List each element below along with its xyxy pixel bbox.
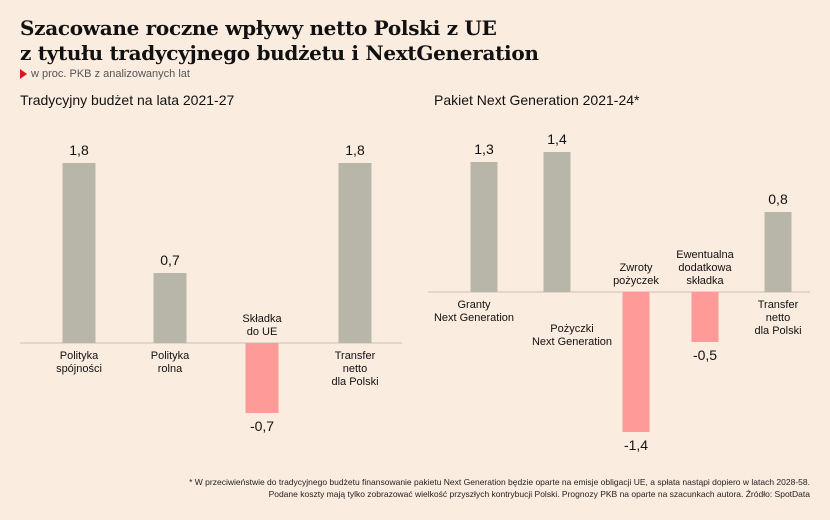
- chart-subtitle: w proc. PKB z analizowanych lat: [20, 68, 190, 80]
- bar-1-3: [691, 292, 719, 342]
- category-label-0-1: Polityka rolna: [151, 350, 190, 375]
- bar-0-0: [62, 163, 96, 343]
- chart-title: Szacowane roczne wpływy netto Polski z U…: [20, 16, 780, 66]
- bar-1-0: [470, 162, 498, 292]
- value-label-1-1: 1,4: [547, 131, 567, 147]
- category-label-0-0: Polityka spójności: [56, 350, 102, 375]
- category-label-1-3: Ewentualna dodatkowa składka: [676, 249, 734, 287]
- bar-1-2: [622, 292, 650, 432]
- value-label-0-3: 1,8: [345, 142, 365, 158]
- value-label-0-1: 0,7: [160, 252, 180, 268]
- value-label-1-2: -1,4: [624, 437, 648, 453]
- chart-title-line1: Szacowane roczne wpływy netto Polski z U…: [20, 16, 497, 40]
- category-label-0-2: Składka do UE: [242, 313, 282, 338]
- category-label-1-4: Transfer netto dla Polski: [754, 299, 801, 337]
- bar-1-4: [764, 212, 792, 292]
- triangle-marker-icon: [20, 69, 27, 79]
- footnote-line1: * W przeciwieństwie do tradycyjnego budż…: [189, 477, 810, 487]
- footnote-line2: Podane koszty mają tylko zobrazować wiel…: [268, 489, 810, 499]
- value-label-1-3: -0,5: [693, 347, 717, 363]
- panel-title-next-generation: Pakiet Next Generation 2021-24*: [434, 92, 640, 108]
- chart-title-line2: z tytułu tradycyjnego budżetu i NextGene…: [20, 41, 539, 65]
- value-label-1-4: 0,8: [768, 191, 788, 207]
- panel-title-traditional-budget: Tradycyjny budżet na lata 2021-27: [20, 92, 235, 108]
- value-label-0-2: -0,7: [250, 418, 274, 434]
- bar-0-2: [245, 343, 279, 413]
- category-label-1-0: Granty Next Generation: [434, 299, 514, 324]
- category-label-1-2: Zwroty pożyczek: [613, 262, 659, 287]
- value-label-0-0: 1,8: [69, 142, 89, 158]
- subtitle-text: w proc. PKB z analizowanych lat: [31, 68, 190, 80]
- bar-0-3: [338, 163, 372, 343]
- footnote: * W przeciwieństwie do tradycyjnego budż…: [189, 476, 810, 500]
- bar-1-1: [543, 152, 571, 292]
- category-label-1-1: Pożyczki Next Generation: [532, 323, 612, 348]
- category-label-0-3: Transfer netto dla Polski: [331, 350, 378, 388]
- bar-0-1: [153, 273, 187, 343]
- value-label-1-0: 1,3: [474, 141, 494, 157]
